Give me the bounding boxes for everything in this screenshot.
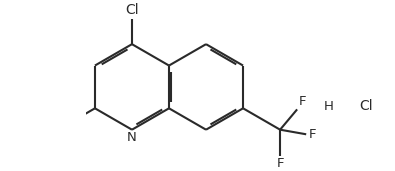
Text: Cl: Cl (125, 3, 139, 17)
Text: F: F (299, 95, 306, 108)
Text: F: F (309, 128, 316, 141)
Text: N: N (127, 131, 137, 144)
Text: Cl: Cl (359, 99, 372, 113)
Text: H: H (324, 100, 334, 113)
Text: F: F (276, 157, 284, 170)
